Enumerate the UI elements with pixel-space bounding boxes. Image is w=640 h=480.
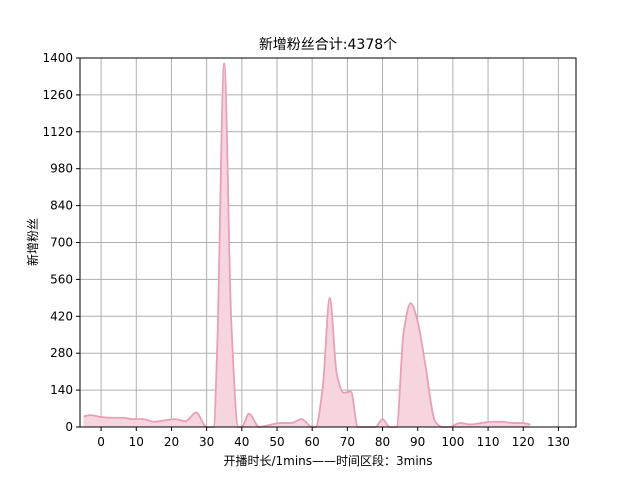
y-tick-label: 420 <box>50 309 73 323</box>
y-tick-label: 560 <box>50 272 73 286</box>
y-tick-label: 140 <box>50 383 73 397</box>
y-tick-label: 1120 <box>42 125 73 139</box>
y-tick-label: 700 <box>50 236 73 250</box>
x-axis-label: 开播时长/1mins——时间区段：3mins <box>223 453 432 468</box>
area-fill <box>83 63 531 428</box>
x-tick-label: 0 <box>97 435 105 449</box>
x-tick-label: 120 <box>512 435 535 449</box>
x-tick-label: 40 <box>234 435 249 449</box>
chart-title: 新增粉丝合计:4378个 <box>259 37 397 53</box>
y-tick-label: 1400 <box>42 51 73 65</box>
x-tick-label: 10 <box>129 435 144 449</box>
y-tick-label: 980 <box>50 162 73 176</box>
y-tick-label: 840 <box>50 199 73 213</box>
x-tick-label: 80 <box>375 435 390 449</box>
x-tick-label: 110 <box>477 435 500 449</box>
x-tick-label: 60 <box>305 435 320 449</box>
x-tick-label: 30 <box>199 435 214 449</box>
x-tick-label: 130 <box>547 435 570 449</box>
y-axis-label: 新增粉丝 <box>25 218 40 266</box>
y-axis-ticks: 0 140 280 420 560 700 840 980 1120 1260 1400 <box>42 51 80 434</box>
y-tick-label: 1260 <box>42 88 73 102</box>
x-tick-label: 90 <box>410 435 425 449</box>
plot-area: 0 10 20 30 40 50 60 70 80 90 100 110 120 130 0 140 280 4… <box>42 51 577 449</box>
y-tick-label: 0 <box>65 420 73 434</box>
y-tick-label: 280 <box>50 346 73 360</box>
x-tick-label: 50 <box>269 435 284 449</box>
x-tick-label: 20 <box>164 435 179 449</box>
x-tick-label: 70 <box>340 435 355 449</box>
x-tick-label: 100 <box>441 435 464 449</box>
x-axis-ticks: 0 10 20 30 40 50 60 70 80 90 100 110 120 130 <box>97 427 570 449</box>
